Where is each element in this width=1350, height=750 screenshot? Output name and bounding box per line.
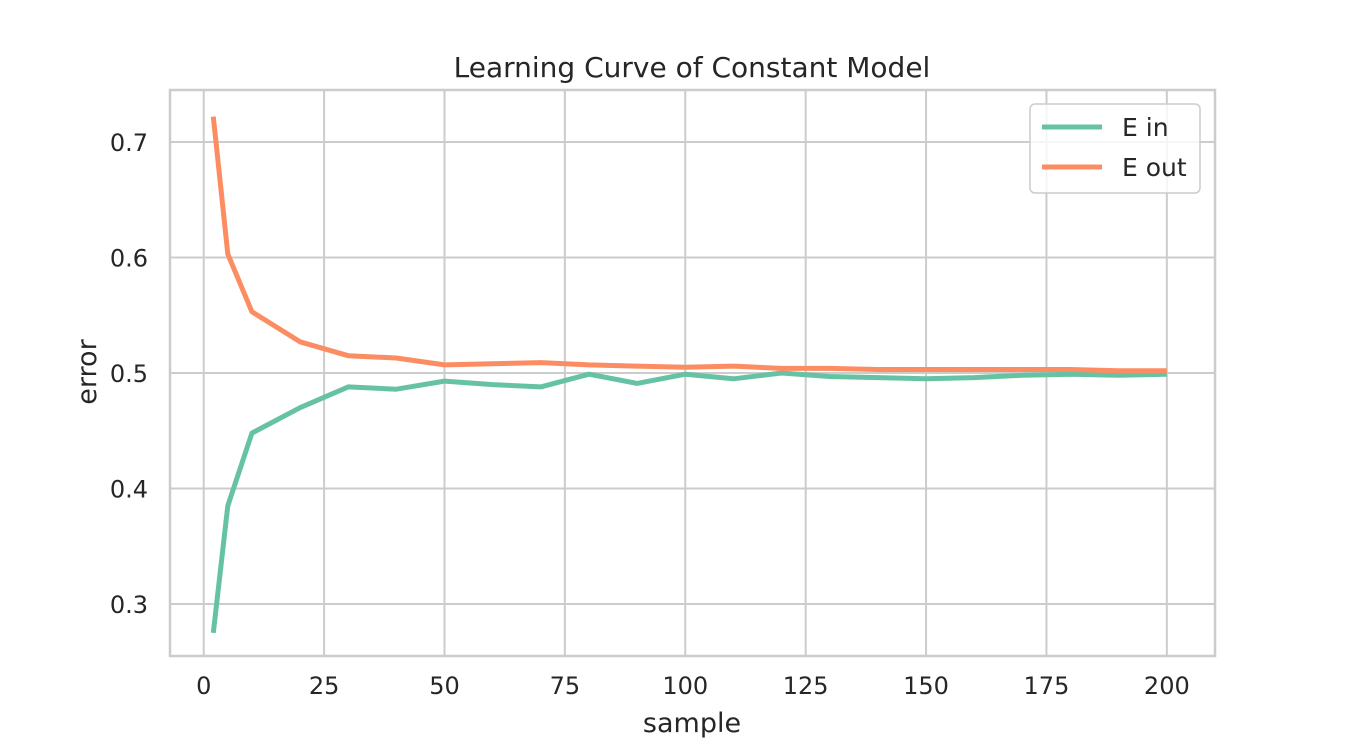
legend-label-e-in: E in bbox=[1122, 113, 1169, 142]
legend-label-e-out: E out bbox=[1122, 153, 1187, 182]
y-tick-label: 0.4 bbox=[110, 476, 148, 504]
y-tick-label: 0.5 bbox=[110, 360, 148, 388]
series-line-e-in bbox=[210, 370, 1167, 634]
y-axis-label: error bbox=[72, 338, 103, 404]
legend: E in E out bbox=[1029, 103, 1201, 194]
chart-title: Learning Curve of Constant Model bbox=[454, 51, 931, 84]
y-tick-label: 0.7 bbox=[110, 129, 148, 157]
series-lines bbox=[210, 116, 1167, 634]
y-tick-label: 0.6 bbox=[110, 244, 148, 272]
x-tick-label: 50 bbox=[429, 672, 460, 700]
x-tick-label: 0 bbox=[196, 672, 211, 700]
x-tick-label: 125 bbox=[783, 672, 829, 700]
x-axis-label: sample bbox=[643, 708, 741, 739]
y-tick-labels: 0.3 0.4 0.5 0.6 0.7 bbox=[110, 129, 148, 619]
x-tick-label: 175 bbox=[1024, 672, 1070, 700]
x-tick-labels: 0 25 50 75 100 125 150 175 200 bbox=[196, 672, 1190, 700]
x-tick-label: 150 bbox=[903, 672, 949, 700]
plot-frame bbox=[168, 88, 1217, 658]
x-tick-label: 100 bbox=[662, 672, 708, 700]
x-tick-label: 75 bbox=[550, 672, 581, 700]
x-tick-label: 200 bbox=[1144, 672, 1190, 700]
series-line-e-out bbox=[210, 116, 1167, 374]
y-tick-label: 0.3 bbox=[110, 591, 148, 619]
x-tick-label: 25 bbox=[309, 672, 340, 700]
